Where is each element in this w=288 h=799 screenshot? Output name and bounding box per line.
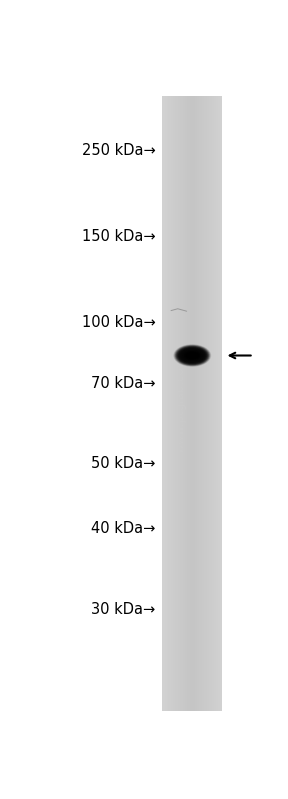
Bar bbox=[208, 96, 209, 711]
Bar bbox=[186, 96, 187, 711]
Bar bbox=[192, 96, 194, 711]
Bar bbox=[197, 96, 198, 711]
Bar bbox=[189, 96, 190, 711]
Bar bbox=[219, 96, 220, 711]
Bar bbox=[166, 96, 167, 711]
Ellipse shape bbox=[181, 349, 204, 362]
Text: www.ptglab.com: www.ptglab.com bbox=[174, 355, 187, 452]
Bar bbox=[221, 96, 222, 711]
Bar bbox=[198, 96, 200, 711]
Ellipse shape bbox=[184, 351, 200, 360]
Bar bbox=[220, 96, 221, 711]
Bar bbox=[163, 96, 164, 711]
Ellipse shape bbox=[177, 347, 208, 364]
Bar bbox=[172, 96, 173, 711]
Bar bbox=[213, 96, 214, 711]
Bar bbox=[179, 96, 180, 711]
Ellipse shape bbox=[176, 346, 209, 365]
Bar bbox=[178, 96, 179, 711]
Bar bbox=[210, 96, 211, 711]
Ellipse shape bbox=[186, 352, 199, 359]
Bar bbox=[168, 96, 169, 711]
Bar bbox=[167, 96, 168, 711]
Bar bbox=[202, 96, 203, 711]
Bar bbox=[201, 96, 202, 711]
Bar bbox=[184, 96, 185, 711]
Bar bbox=[180, 96, 181, 711]
Bar bbox=[170, 96, 172, 711]
Ellipse shape bbox=[183, 351, 201, 360]
Text: 100 kDa→: 100 kDa→ bbox=[82, 315, 156, 330]
Bar bbox=[209, 96, 210, 711]
Bar bbox=[162, 96, 163, 711]
Bar bbox=[190, 96, 191, 711]
Bar bbox=[185, 96, 186, 711]
Bar bbox=[216, 96, 217, 711]
Text: 70 kDa→: 70 kDa→ bbox=[91, 376, 156, 392]
Ellipse shape bbox=[180, 348, 204, 363]
Ellipse shape bbox=[182, 350, 202, 361]
Bar bbox=[194, 96, 195, 711]
Ellipse shape bbox=[186, 352, 198, 359]
Bar bbox=[203, 96, 204, 711]
Ellipse shape bbox=[185, 352, 199, 360]
Bar bbox=[204, 96, 206, 711]
Bar bbox=[196, 96, 197, 711]
Bar bbox=[200, 96, 201, 711]
Bar bbox=[181, 96, 183, 711]
Text: 50 kDa→: 50 kDa→ bbox=[91, 456, 156, 471]
Ellipse shape bbox=[183, 351, 202, 360]
Bar bbox=[174, 96, 175, 711]
Bar bbox=[175, 96, 177, 711]
Bar bbox=[217, 96, 219, 711]
Bar bbox=[207, 96, 208, 711]
Ellipse shape bbox=[181, 349, 203, 362]
Ellipse shape bbox=[175, 345, 210, 366]
Bar bbox=[191, 96, 192, 711]
Bar bbox=[195, 96, 196, 711]
Ellipse shape bbox=[185, 352, 200, 360]
Ellipse shape bbox=[178, 348, 206, 364]
Ellipse shape bbox=[179, 348, 206, 364]
Bar bbox=[173, 96, 174, 711]
Ellipse shape bbox=[175, 346, 209, 365]
Bar bbox=[187, 96, 189, 711]
Bar bbox=[215, 96, 216, 711]
Text: 30 kDa→: 30 kDa→ bbox=[91, 602, 156, 617]
Ellipse shape bbox=[177, 347, 207, 364]
Bar bbox=[211, 96, 213, 711]
Bar bbox=[169, 96, 170, 711]
Bar bbox=[177, 96, 178, 711]
Text: 40 kDa→: 40 kDa→ bbox=[91, 521, 156, 536]
Ellipse shape bbox=[179, 348, 205, 363]
Bar bbox=[214, 96, 215, 711]
Text: 250 kDa→: 250 kDa→ bbox=[82, 142, 156, 157]
Ellipse shape bbox=[174, 344, 211, 367]
Ellipse shape bbox=[178, 347, 207, 364]
Text: 150 kDa→: 150 kDa→ bbox=[82, 229, 156, 244]
Ellipse shape bbox=[174, 345, 210, 366]
Ellipse shape bbox=[173, 344, 211, 367]
Bar bbox=[183, 96, 184, 711]
Bar bbox=[164, 96, 166, 711]
Ellipse shape bbox=[182, 350, 203, 361]
Bar bbox=[206, 96, 207, 711]
